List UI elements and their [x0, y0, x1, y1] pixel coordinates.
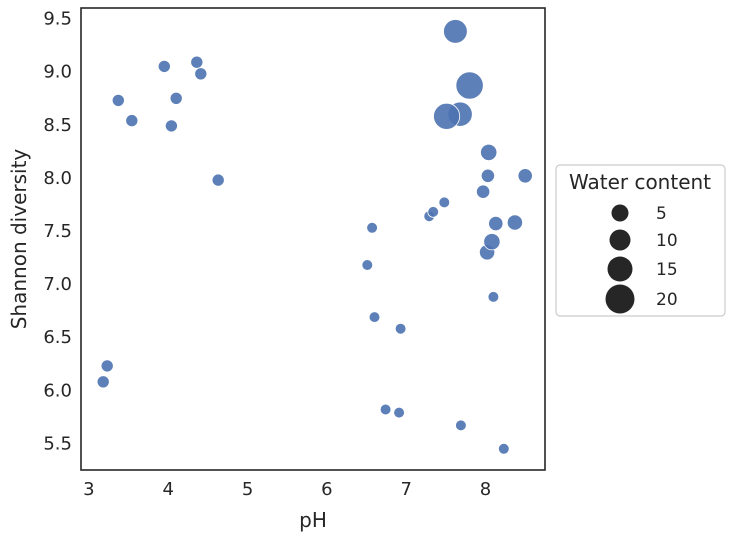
data-point [455, 71, 484, 100]
data-point [100, 359, 114, 373]
data-point [157, 59, 171, 73]
legend-title: Water content [569, 170, 711, 194]
x-tick-label: 3 [83, 479, 94, 500]
data-point [443, 19, 468, 44]
y-axis-label: Shannon diversity [7, 149, 31, 330]
legend: Water content 5 10 15 20 [555, 164, 726, 317]
data-point [379, 403, 392, 416]
data-point [111, 93, 125, 107]
legend-label: 15 [656, 260, 678, 280]
data-point [487, 291, 500, 303]
data-point [475, 184, 491, 199]
y-tick-label: 8.5 [43, 115, 72, 136]
x-tick-label: 8 [480, 479, 491, 500]
legend-box [555, 164, 726, 317]
data-point [483, 233, 501, 251]
data-point [164, 119, 178, 133]
legend-entries: 5 10 15 20 [605, 204, 678, 314]
y-tick-label: 7.5 [43, 221, 72, 242]
data-point [480, 168, 495, 183]
data-point [96, 375, 110, 389]
y-tick-label: 9.0 [43, 62, 72, 83]
x-axis-label: pH [299, 508, 327, 532]
data-points [96, 19, 533, 455]
legend-marker [609, 229, 631, 251]
y-tick-label: 9.5 [43, 9, 72, 30]
x-tick-label: 7 [400, 479, 411, 500]
legend-label: 20 [656, 290, 678, 310]
data-point [169, 91, 183, 105]
data-point [433, 102, 461, 130]
y-tick-label: 6.5 [43, 327, 72, 348]
y-tick-label: 7.0 [43, 274, 72, 295]
axis-ticks: 3 4 5 6 7 8 5.5 6.0 6.5 7.0 7.5 8.0 8.5 9.0 9.5 [43, 9, 491, 500]
data-point [393, 406, 405, 419]
x-tick-label: 6 [321, 479, 332, 500]
data-point [517, 168, 533, 184]
x-tick-label: 5 [242, 479, 253, 500]
data-point [190, 55, 204, 69]
data-point [455, 419, 467, 432]
y-tick-label: 6.0 [43, 380, 72, 401]
data-point [394, 322, 407, 335]
legend-marker [605, 284, 635, 314]
data-point [497, 442, 510, 455]
legend-label: 10 [656, 231, 678, 251]
legend-marker [607, 256, 633, 282]
data-point [211, 173, 225, 187]
x-tick-label: 4 [162, 479, 173, 500]
data-point [438, 196, 451, 209]
data-point [194, 67, 208, 81]
legend-marker [611, 204, 629, 222]
data-point [427, 206, 440, 218]
y-tick-label: 8.0 [43, 168, 72, 189]
data-point [488, 216, 504, 232]
data-point [480, 143, 498, 161]
data-point [361, 259, 374, 271]
data-point [366, 222, 378, 234]
legend-label: 5 [656, 204, 667, 224]
data-point [368, 311, 381, 323]
data-point [125, 114, 139, 128]
y-tick-label: 5.5 [43, 433, 72, 454]
data-point [506, 214, 524, 231]
